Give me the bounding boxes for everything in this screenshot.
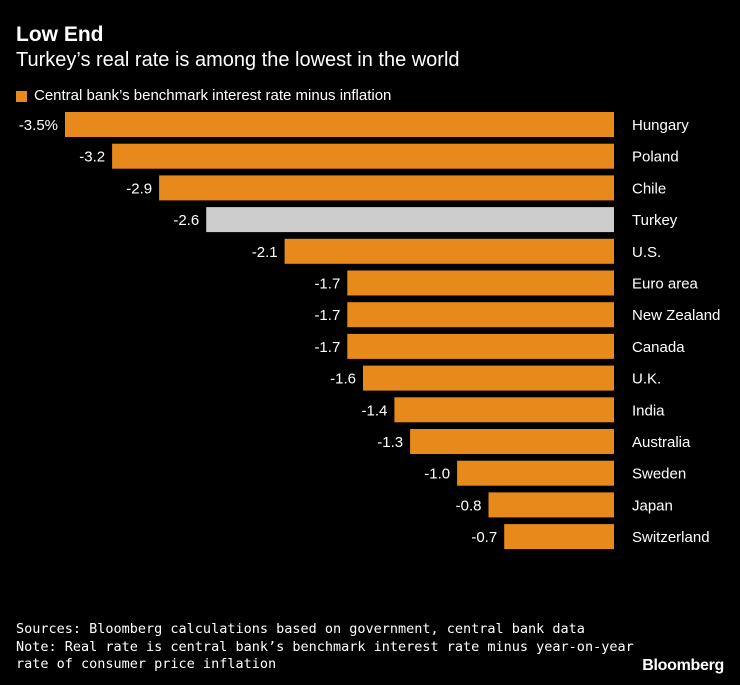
chart-footer: Sources: Bloomberg calculations based on… [16,621,634,674]
note-line-2: rate of consumer price inflation [16,656,277,672]
bar-u-s [284,238,614,264]
value-label: -2.6 [173,212,199,229]
bar-hungary [65,112,614,137]
note-line-1: Note: Real rate is central bank’s benchm… [16,638,634,655]
category-label: Poland [632,149,679,166]
value-label: -0.8 [456,497,482,514]
sources-text: Sources: Bloomberg calculations based on… [16,621,585,637]
category-label: Canada [632,339,685,356]
legend-swatch [16,90,27,102]
category-label: Euro area [632,276,699,293]
bar-sweden [457,460,614,486]
category-label: India [632,402,665,419]
chart-subtitle: Turkey’s real rate is among the lowest i… [16,49,460,71]
value-label: -1.3 [377,434,403,451]
bar-australia [410,429,614,454]
category-label: Hungary [632,117,689,134]
bar-chile [159,175,614,201]
value-label: -0.7 [471,529,497,546]
bar-switzerland [504,524,614,550]
value-label: -2.9 [126,180,152,197]
value-label: -3.5% [19,117,58,134]
legend: Central bank’s benchmark interest rate m… [16,86,391,106]
value-label: -1.0 [424,466,450,483]
bar-u-k [363,365,614,391]
category-label: Switzerland [632,529,710,546]
bar-japan [488,492,614,518]
category-label: Australia [632,434,691,451]
bar-canada [347,333,614,359]
value-label: -1.7 [314,307,340,324]
value-label: -2.1 [252,244,278,261]
bar-turkey [206,207,614,233]
category-label: Turkey [632,212,678,229]
category-label: Sweden [632,466,686,483]
chart-title: Low End [16,23,104,46]
legend-label: Central bank’s benchmark interest rate m… [34,87,392,104]
value-label: -3.2 [79,149,105,166]
bloomberg-logo: Bloomberg [642,657,724,674]
value-label: -1.7 [314,339,340,356]
value-label: -1.6 [330,371,356,388]
bar-poland [112,143,614,169]
bar-india [394,397,614,423]
category-label: Japan [632,497,673,514]
category-label: Chile [632,180,666,197]
category-label: New Zealand [632,307,720,324]
category-label: U.S. [632,244,661,261]
category-label: U.K. [632,371,661,388]
value-label: -1.7 [314,276,340,293]
value-label: -1.4 [362,402,388,419]
bar-euro-area [347,270,614,296]
bar-new-zealand [347,302,614,328]
